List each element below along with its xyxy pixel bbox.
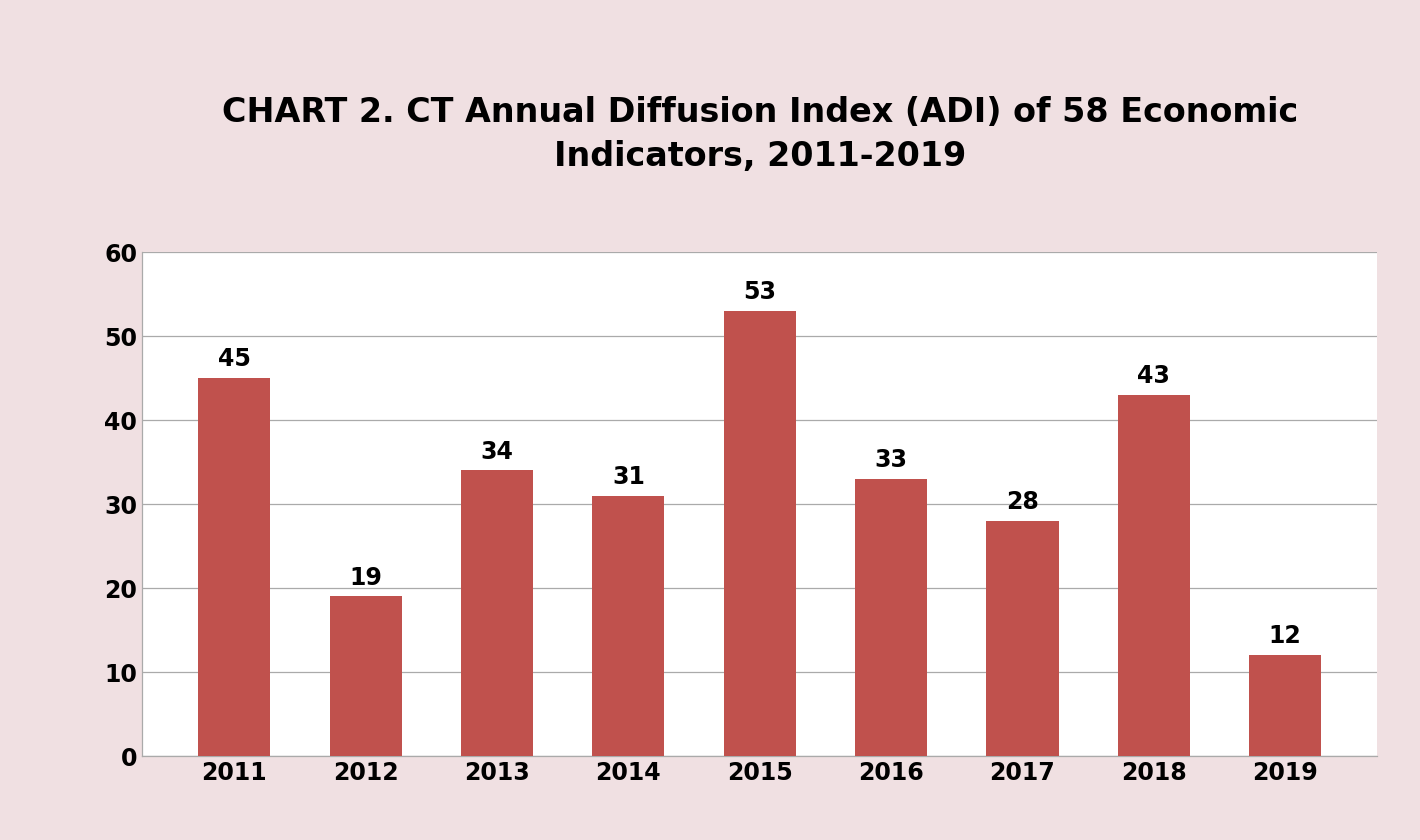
Text: 12: 12	[1268, 624, 1302, 648]
Bar	[987, 521, 1058, 756]
Text: 33: 33	[875, 448, 907, 472]
Text: 19: 19	[349, 565, 382, 590]
Bar	[199, 378, 270, 756]
Text: 43: 43	[1137, 364, 1170, 388]
Bar	[1118, 395, 1190, 756]
Text: 31: 31	[612, 465, 645, 489]
Text: 28: 28	[1005, 490, 1039, 514]
Bar	[329, 596, 402, 756]
Text: 45: 45	[217, 347, 251, 371]
Text: CHART 2. CT Annual Diffusion Index (ADI) of 58 Economic
Indicators, 2011-2019: CHART 2. CT Annual Diffusion Index (ADI)…	[222, 97, 1298, 172]
Bar	[724, 311, 795, 756]
Bar	[592, 496, 665, 756]
Bar	[1250, 655, 1321, 756]
Bar	[462, 470, 532, 756]
Bar	[855, 479, 927, 756]
Text: 53: 53	[743, 280, 777, 304]
Text: 34: 34	[480, 439, 514, 464]
